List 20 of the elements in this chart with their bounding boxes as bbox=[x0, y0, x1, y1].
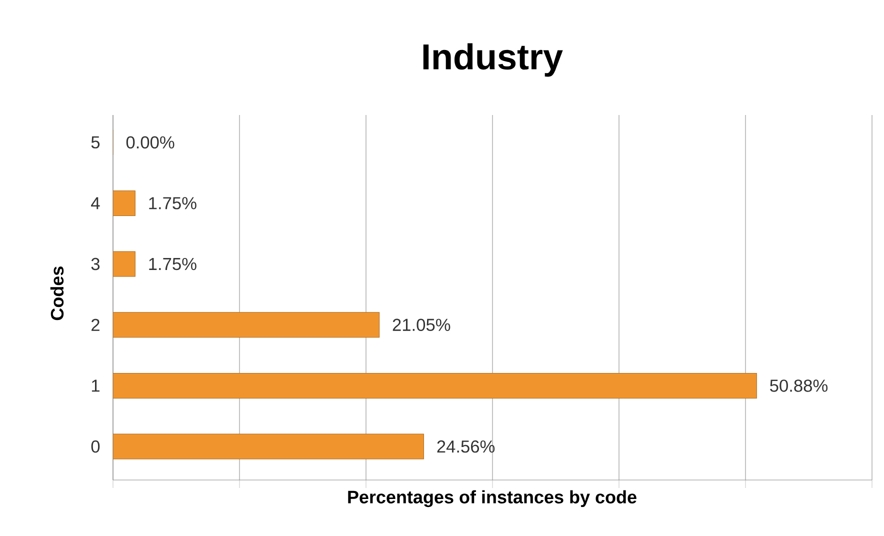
data-label: 0.00% bbox=[126, 136, 174, 149]
chart-title: Industry bbox=[423, 43, 563, 77]
y-tick-label: 3 bbox=[91, 258, 100, 270]
data-label: 24.56% bbox=[437, 440, 495, 453]
y-tick-label: 0 bbox=[91, 440, 100, 453]
y-tick-label: 2 bbox=[92, 318, 100, 331]
y-tick-label: 5 bbox=[91, 136, 100, 148]
x-axis-title: Percentages of instances by code bbox=[348, 490, 636, 508]
y-axis-title: Codes bbox=[50, 266, 64, 320]
data-label: 21.05% bbox=[392, 318, 450, 332]
y-tick-label: 1 bbox=[92, 380, 100, 392]
bar bbox=[113, 190, 136, 216]
bar bbox=[113, 312, 380, 338]
bar bbox=[113, 251, 136, 277]
bar bbox=[113, 434, 424, 460]
data-label: 50.88% bbox=[770, 380, 828, 392]
y-tick-label: 4 bbox=[91, 197, 100, 210]
data-label: 1.75% bbox=[149, 197, 196, 210]
data-label: 1.75% bbox=[149, 258, 196, 270]
bar bbox=[113, 372, 757, 398]
